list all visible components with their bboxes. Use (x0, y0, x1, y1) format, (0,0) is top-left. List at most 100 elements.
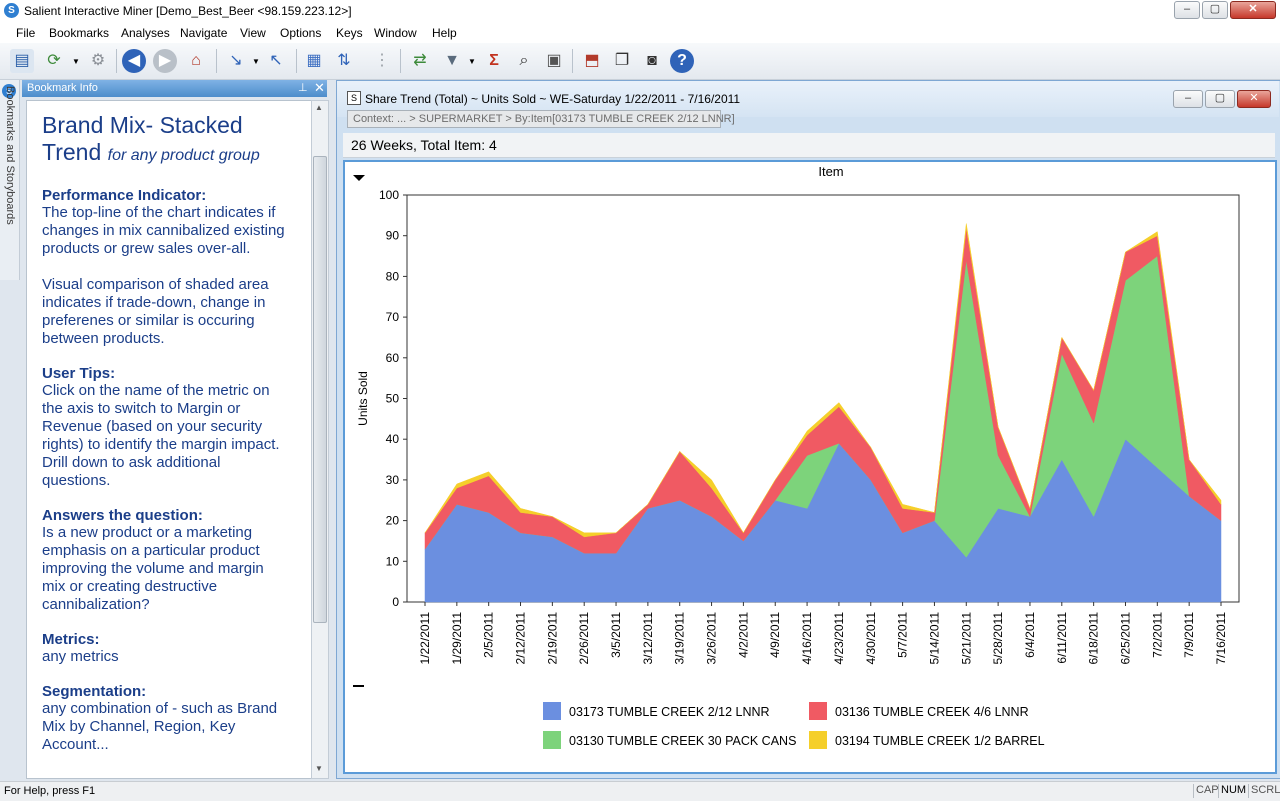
swap-icon[interactable]: ⇄ (413, 52, 427, 69)
grid-icon[interactable]: ▦ (306, 52, 322, 69)
paragraph-line: indicates if trade-down, change in (42, 294, 266, 311)
bookmark-title-line2-wrap: Trend for any product group (42, 139, 260, 169)
drill-up-icon[interactable]: ↖ (269, 52, 283, 69)
legend-swatch[interactable] (809, 702, 827, 720)
paragraph-line: rights) to identify the margin impact. (42, 436, 280, 453)
paragraph-line: cannibalization? (42, 596, 150, 613)
restore-button[interactable]: ▢ (1202, 1, 1228, 19)
filter-icon[interactable]: ▼ (444, 52, 460, 69)
menu-help[interactable]: Help (432, 26, 457, 40)
menu-options[interactable]: Options (280, 26, 322, 40)
child-minimize-button[interactable]: – (1173, 90, 1203, 108)
bookmark-title-line1: Brand Mix- Stacked (42, 112, 243, 138)
legend-label[interactable]: 03173 TUMBLE CREEK 2/12 LNNR (569, 705, 770, 719)
x-tick-label: 6/25/2011 (1118, 612, 1132, 665)
legend-label[interactable]: 03194 TUMBLE CREEK 1/2 BARREL (835, 734, 1045, 748)
legend-swatch[interactable] (543, 731, 561, 749)
pin-icon[interactable]: ⊥ (298, 82, 308, 94)
menu-view[interactable]: View (240, 26, 266, 40)
scroll-down-icon[interactable]: ▼ (315, 764, 323, 773)
dropdown-arrow-icon[interactable]: ▼ (468, 57, 476, 66)
y-tick-label: 60 (386, 351, 400, 365)
window-title: Salient Interactive Miner [Demo_Best_Bee… (24, 4, 352, 18)
dropdown-arrow-icon[interactable]: ▼ (72, 57, 80, 66)
series-area-3[interactable] (424, 223, 1222, 538)
menu-bookmarks[interactable]: Bookmarks (49, 26, 110, 40)
x-tick-label: 1/29/2011 (450, 612, 464, 665)
summary-text: 26 Weeks, Total Item: 4 (351, 137, 497, 153)
x-tick-label: 6/18/2011 (1087, 612, 1101, 665)
bookmark-subtitle: for any product group (107, 147, 260, 164)
menu-analyses[interactable]: Analyses (121, 26, 170, 40)
child-restore-button[interactable]: ▢ (1205, 90, 1235, 108)
status-bar: For Help, press F1 CAP NUM SCRL (0, 781, 1280, 801)
scrollbar-thumb[interactable] (313, 156, 327, 623)
paragraph-line: between products. (42, 330, 165, 347)
back-icon[interactable]: ◀ (122, 49, 146, 73)
bookmark-info-body: Brand Mix- Stacked Trend for any product… (26, 100, 313, 779)
section-paragraph: any combination of - such as Brand Mix by… (42, 700, 312, 754)
bookmark-info-title: Bookmark Info (27, 82, 98, 94)
status-help-text: For Help, press F1 (4, 785, 96, 797)
paragraph-line: Account... (42, 736, 109, 753)
sort-icon[interactable]: ⇅ (337, 52, 351, 69)
bookmark-scrollbar[interactable]: ▲ ▼ (311, 100, 329, 779)
section-heading: User Tips: (42, 365, 116, 382)
toolbar: ▤ ⟳ ▼ ⚙ ◀ ▶ ⌂ ↘ ▼ ↖ ▦ ⇅ ⋮ ⇄ ▼ ▼ Σ ⌕ ▣ ⬒ … (0, 43, 1280, 80)
y-tick-label: 0 (392, 595, 399, 609)
traffic-light-icon[interactable]: ⋮ (374, 52, 390, 69)
settings-icon[interactable]: ⚙ (90, 52, 106, 69)
context-breadcrumb[interactable]: Context: ... > SUPERMARKET > By:Item[031… (347, 110, 735, 128)
menu-window[interactable]: Window (374, 26, 417, 40)
x-tick-label: 4/9/2011 (768, 612, 782, 658)
y-tick-label: 90 (386, 229, 400, 243)
child-window-title: Share Trend (Total) ~ Units Sold ~ WE-Sa… (365, 92, 741, 106)
minimize-button[interactable]: – (1174, 1, 1200, 19)
section-paragraph: The top-line of the chart indicates if ch… (42, 204, 312, 258)
home-icon[interactable]: ⌂ (191, 52, 201, 69)
menu-file[interactable]: File (16, 26, 36, 40)
menu-keys[interactable]: Keys (336, 26, 363, 40)
drill-down-icon[interactable]: ↘ (229, 52, 243, 69)
paragraph-line: any metrics (42, 648, 119, 665)
x-tick-label: 4/2/2011 (736, 612, 750, 658)
close-button[interactable]: ✕ (1230, 1, 1276, 19)
scroll-up-icon[interactable]: ▲ (315, 103, 323, 112)
chart-title[interactable]: Item (818, 164, 843, 179)
paragraph-line: the axis to switch to Margin or (42, 400, 241, 417)
snapshot-icon[interactable]: ◙ (647, 52, 657, 69)
legend-label[interactable]: 03136 TUMBLE CREEK 4/6 LNNR (835, 705, 1029, 719)
x-tick-label: 5/21/2011 (959, 612, 973, 665)
scroll-lock-indicator: SCRL (1248, 784, 1280, 798)
help-icon[interactable]: ? (670, 49, 694, 73)
section-heading: Metrics: (42, 631, 100, 648)
paragraph-line: Mix by Channel, Region, Key (42, 718, 236, 735)
sigma-icon[interactable]: Σ (489, 52, 499, 69)
menu-navigate[interactable]: Navigate (180, 26, 228, 40)
stacked-area-chart: 0 10 20 30 40 50 60 70 80 90 100 1/22/2011 1/29/2011… (353, 164, 1240, 749)
forward-icon[interactable]: ▶ (153, 49, 177, 73)
x-tick-label: 1/22/2011 (418, 612, 432, 665)
dropdown-arrow-icon[interactable]: ▼ (252, 57, 260, 66)
legend-swatch[interactable] (543, 702, 561, 720)
x-tick-label: 2/12/2011 (514, 612, 528, 665)
bookmark-title: Brand Mix- Stacked Trend for any product… (42, 112, 260, 169)
paragraph-line: Revenue (based on your security (42, 418, 263, 435)
bookmarks-storyboards-tab[interactable]: S Bookmarks and Storyboards (0, 80, 20, 280)
refresh-icon[interactable]: ⟳ (47, 52, 61, 69)
legend-swatch[interactable] (809, 731, 827, 749)
child-close-button[interactable]: ✕ (1237, 90, 1271, 108)
report-icon[interactable]: ▤ (10, 49, 34, 73)
windows-icon[interactable]: ❐ (614, 52, 630, 69)
calendar-icon[interactable]: ▣ (546, 52, 562, 69)
legend-label[interactable]: 03130 TUMBLE CREEK 30 PACK CANS (569, 734, 796, 748)
export-icon[interactable]: ⬒ (584, 52, 600, 69)
binoculars-icon[interactable]: ⌕ (519, 52, 529, 69)
window-title-bar: S Salient Interactive Miner [Demo_Best_B… (0, 0, 1280, 23)
bookmark-sections: Performance Indicator: The top-line of th… (42, 187, 312, 754)
y-axis-label[interactable]: Units Sold (356, 371, 370, 426)
collapse-arrow-icon[interactable] (353, 175, 365, 181)
panel-close-icon[interactable]: ✕ (314, 80, 325, 95)
x-tick-label: 3/19/2011 (673, 612, 687, 665)
child-window-title-bar: S Share Trend (Total) ~ Units Sold ~ WE-… (337, 81, 1279, 117)
